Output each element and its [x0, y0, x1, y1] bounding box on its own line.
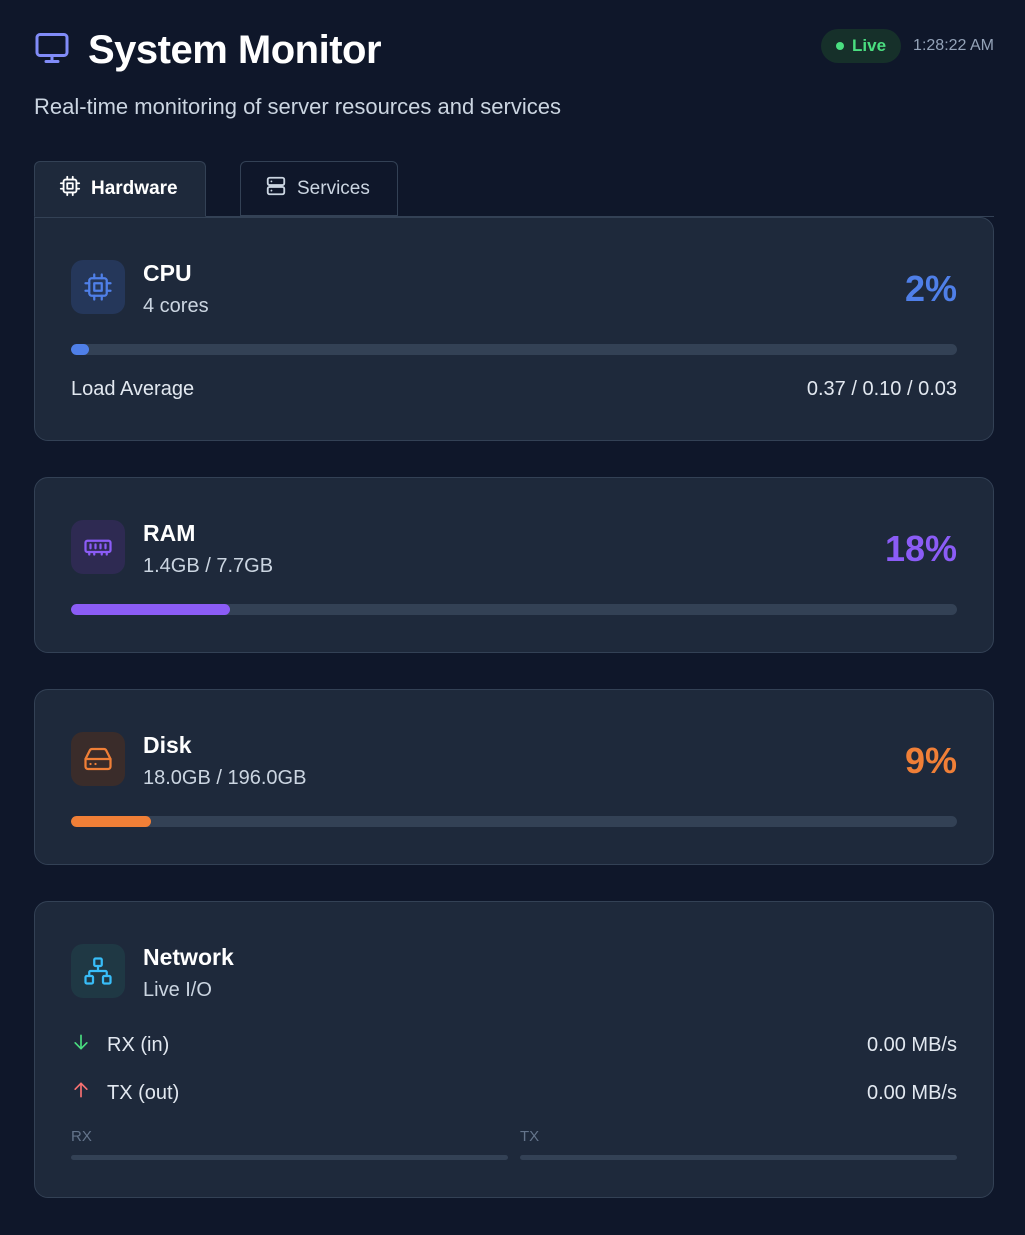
load-average-row: Load Average 0.37 / 0.10 / 0.03	[71, 378, 957, 401]
cpu-usage-bar	[71, 344, 957, 355]
disk-usage-text: 18.0GB / 196.0GB	[143, 767, 307, 789]
rx-sparkline-label: RX	[71, 1128, 92, 1145]
rx-sparkline	[71, 1155, 508, 1160]
ram-usage-text: 1.4GB / 7.7GB	[143, 555, 274, 577]
network-subtitle: Live I/O	[143, 979, 212, 1001]
ram-usage-fill	[71, 604, 231, 615]
rx-label: RX (in)	[107, 1033, 170, 1056]
cpu-usage-fill	[71, 344, 89, 355]
hard-drive-icon	[71, 732, 125, 786]
ram-title: RAM	[143, 520, 196, 546]
page-title: System Monitor	[88, 28, 382, 72]
memory-icon	[71, 520, 125, 574]
tx-sparkline	[520, 1155, 957, 1160]
disk-card-header: Disk 18.0GB / 196.0GB 9%	[71, 732, 957, 789]
disk-percent: 9%	[904, 740, 957, 781]
network-icon	[71, 944, 125, 998]
load-average-value: 0.37 / 0.10 / 0.03	[806, 378, 957, 400]
cpu-icon	[71, 260, 125, 314]
tx-label: TX (out)	[107, 1081, 180, 1104]
live-dot-icon	[836, 42, 845, 50]
header: System Monitor Real-time monitoring of s…	[34, 0, 994, 150]
app-container: System Monitor Real-time monitoring of s…	[34, 0, 994, 1198]
page-subtitle: Real-time monitoring of server resources…	[34, 94, 561, 119]
cpu-cores: 4 cores	[143, 295, 209, 317]
ram-usage-bar	[71, 604, 957, 615]
ram-percent: 18%	[884, 528, 957, 569]
disk-usage-fill	[71, 816, 151, 827]
tx-value: 0.00 MB/s	[866, 1081, 957, 1104]
tx-sparkline-label: TX	[520, 1128, 540, 1145]
cpu-icon	[59, 175, 81, 203]
tab-hardware[interactable]: Hardware	[34, 161, 206, 217]
network-card: Network Live I/O RX (in) 0.00 MB/s TX (o…	[34, 901, 994, 1198]
tab-services[interactable]: Services	[240, 161, 398, 216]
cpu-percent: 2%	[904, 268, 957, 309]
status-area: Live 1:28:22 AM	[821, 29, 994, 63]
cpu-title: CPU	[143, 260, 192, 286]
tx-row: TX (out) 0.00 MB/s	[71, 1080, 957, 1106]
tab-bar: Hardware Services	[34, 161, 994, 217]
disk-usage-bar	[71, 816, 957, 827]
monitor-icon	[34, 30, 70, 71]
title-row: System Monitor	[34, 28, 382, 73]
ram-card-header: RAM 1.4GB / 7.7GB 18%	[71, 520, 957, 577]
arrow-down-icon	[71, 1032, 107, 1058]
live-label: Live	[852, 36, 887, 55]
load-average-label: Load Average	[71, 378, 195, 400]
tab-services-label: Services	[297, 177, 370, 199]
tab-hardware-label: Hardware	[91, 178, 178, 199]
network-title: Network	[143, 944, 234, 970]
cpu-card-header: CPU 4 cores 2%	[71, 260, 957, 317]
cpu-card: CPU 4 cores 2% Load Average 0.37 / 0.10 …	[34, 217, 994, 441]
last-updated-time: 1:28:22 AM	[913, 37, 994, 54]
server-icon	[265, 175, 287, 203]
rx-value: 0.00 MB/s	[866, 1033, 957, 1056]
network-card-header: Network Live I/O	[71, 944, 957, 1001]
rx-row: RX (in) 0.00 MB/s	[71, 1032, 957, 1058]
disk-title: Disk	[143, 732, 192, 758]
live-status-badge: Live	[821, 29, 902, 63]
arrow-up-icon	[71, 1080, 107, 1106]
ram-card: RAM 1.4GB / 7.7GB 18%	[34, 477, 994, 653]
disk-card: Disk 18.0GB / 196.0GB 9%	[34, 689, 994, 865]
